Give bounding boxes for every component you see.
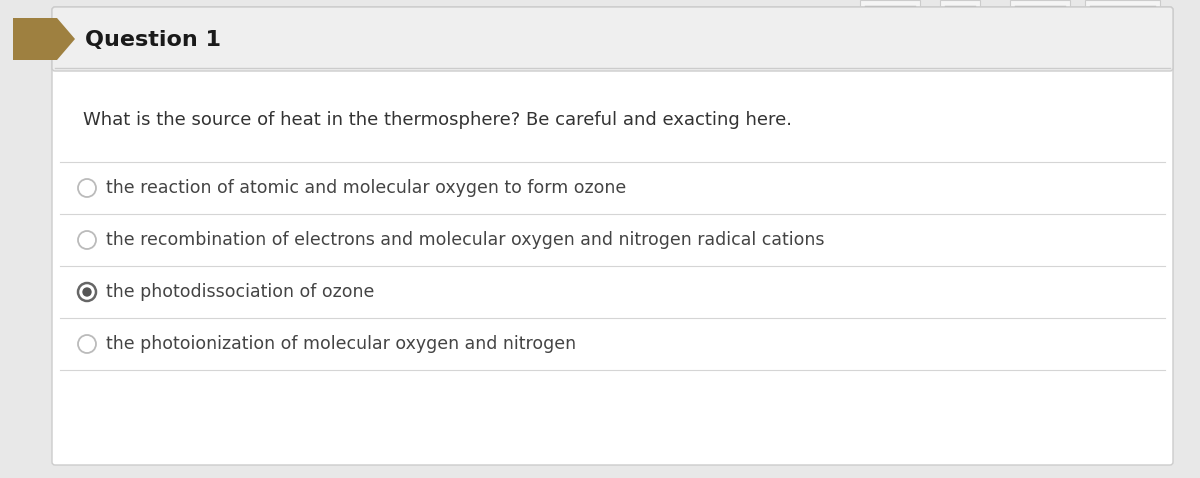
- Text: the reaction of atomic and molecular oxygen to form ozone: the reaction of atomic and molecular oxy…: [106, 179, 626, 197]
- Text: the recombination of electrons and molecular oxygen and nitrogen radical cations: the recombination of electrons and molec…: [106, 231, 824, 249]
- Text: the photoionization of molecular oxygen and nitrogen: the photoionization of molecular oxygen …: [106, 335, 576, 353]
- Bar: [860, 0, 920, 17]
- Bar: [940, 0, 980, 17]
- Bar: [1085, 0, 1160, 17]
- Bar: [55, 39, 1170, 70]
- Text: the photodissociation of ozone: the photodissociation of ozone: [106, 283, 374, 301]
- FancyBboxPatch shape: [52, 7, 1174, 71]
- Circle shape: [83, 287, 91, 297]
- Bar: [1010, 0, 1070, 17]
- Text: What is the source of heat in the thermosphere? Be careful and exacting here.: What is the source of heat in the thermo…: [83, 111, 792, 129]
- FancyBboxPatch shape: [52, 7, 1174, 465]
- Polygon shape: [13, 18, 74, 60]
- Text: Question 1: Question 1: [85, 30, 221, 50]
- Bar: [55, 10, 1170, 68]
